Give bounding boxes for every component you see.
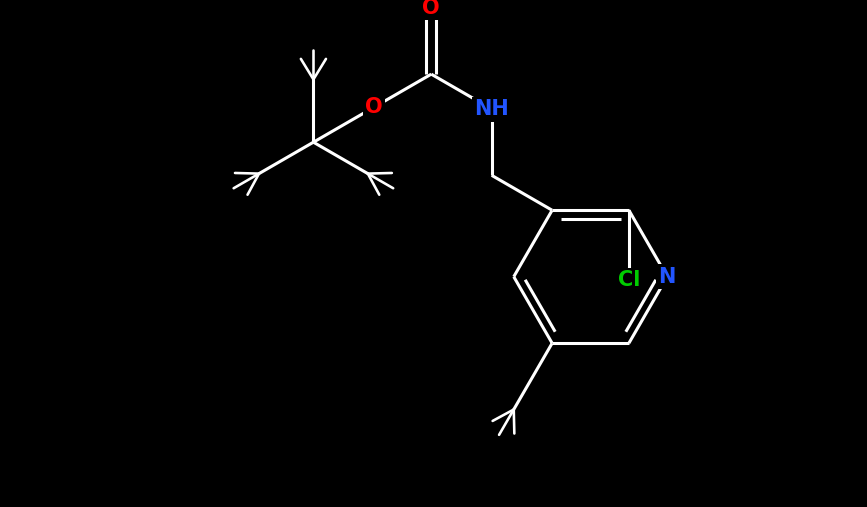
Text: Cl: Cl xyxy=(617,270,640,290)
Text: O: O xyxy=(422,0,440,18)
Text: NH: NH xyxy=(474,99,509,119)
Text: N: N xyxy=(659,267,676,287)
Text: O: O xyxy=(365,97,382,117)
